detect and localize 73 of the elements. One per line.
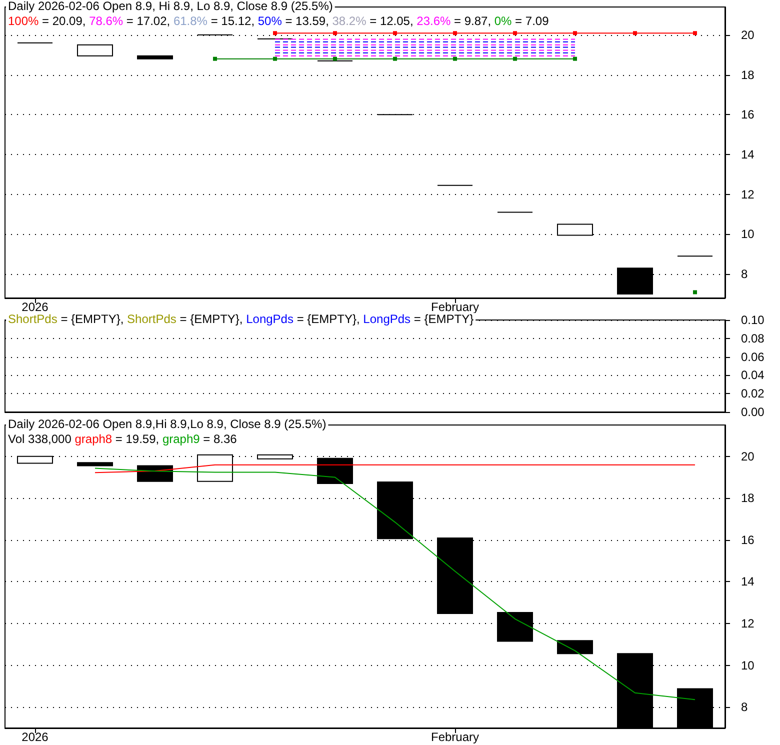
point bbox=[513, 56, 517, 61]
y-tick-label: 20 bbox=[741, 28, 755, 42]
y-tick-label: 0.10 bbox=[741, 313, 765, 327]
y-tick-label: 16 bbox=[741, 532, 755, 547]
annotation: = 8.36 bbox=[200, 432, 238, 446]
chart-title: Daily 2026-02-06 Open 8.9,Hi 8.9,Lo 8.9, Close 8.9 (25.5%) bbox=[8, 417, 326, 431]
candlestick bbox=[77, 44, 113, 56]
point bbox=[333, 31, 337, 36]
y-tick-label: 14 bbox=[741, 147, 755, 162]
annotation: 50% bbox=[258, 14, 282, 28]
chart-title: Daily 2026-02-06 Open 8.9, Hi 8.9, Lo 8.9, Close 8.9 (25.5%) bbox=[8, 0, 333, 13]
annotation: = 7.09 bbox=[512, 14, 550, 28]
point bbox=[693, 290, 697, 294]
annotation: = 19.59, bbox=[112, 432, 162, 446]
annotation: = 17.02, bbox=[123, 14, 174, 28]
y-tick-label: 18 bbox=[741, 491, 755, 506]
annotation: 78.6% bbox=[89, 14, 124, 28]
y-tick-label: 20 bbox=[741, 449, 755, 464]
point bbox=[213, 56, 217, 61]
annotation: 61.8% bbox=[173, 14, 208, 28]
legend-label: ShortPds bbox=[127, 312, 176, 326]
x-tick-label: 2026 bbox=[22, 730, 49, 744]
annotation: 23.6% bbox=[416, 14, 452, 28]
text: graph8 bbox=[74, 432, 112, 446]
y-tick-label: 18 bbox=[741, 68, 755, 82]
annotation: = 9.87, bbox=[450, 14, 494, 28]
point bbox=[573, 31, 577, 36]
point bbox=[453, 31, 457, 36]
legend-label: LongPds bbox=[246, 312, 294, 326]
annotation: = 13.59, bbox=[282, 14, 332, 28]
point bbox=[333, 56, 337, 61]
x-tick-label: 2026 bbox=[22, 300, 49, 314]
annotation: = {EMPTY}, bbox=[57, 312, 128, 326]
y-tick-label: 12 bbox=[741, 616, 755, 631]
point bbox=[273, 56, 277, 61]
y-tick-label: 0.06 bbox=[741, 350, 765, 364]
candlestick bbox=[77, 462, 113, 466]
y-tick-label: 16 bbox=[741, 108, 755, 122]
y-tick-label: 0.04 bbox=[741, 368, 765, 382]
text: Vol 338,000 bbox=[8, 432, 75, 446]
y-tick-label: 8 bbox=[741, 267, 748, 282]
text: graph9 bbox=[162, 432, 200, 446]
annotation: = {EMPTY} bbox=[410, 312, 474, 326]
legend-label: ShortPds bbox=[8, 312, 58, 326]
annotation: 100% bbox=[8, 14, 40, 28]
legend-label: LongPds bbox=[363, 312, 411, 326]
point bbox=[273, 31, 277, 36]
annotation: = {EMPTY}, bbox=[176, 312, 246, 326]
y-tick-label: 10 bbox=[741, 658, 755, 672]
annotation: = 15.12, bbox=[207, 14, 258, 28]
point bbox=[573, 56, 577, 61]
candlestick bbox=[137, 55, 173, 60]
annotation: = 12.05, bbox=[366, 14, 417, 28]
y-tick-label: 8 bbox=[741, 700, 748, 714]
candlestick bbox=[557, 640, 593, 654]
annotation: 38.2% bbox=[332, 14, 367, 28]
point bbox=[393, 31, 397, 36]
y-tick-label: 0.00 bbox=[741, 405, 765, 419]
y-tick-label: 14 bbox=[741, 574, 755, 589]
y-tick-label: 0.02 bbox=[741, 386, 765, 401]
annotation: = 20.09, bbox=[38, 14, 90, 28]
point bbox=[513, 31, 517, 36]
x-tick-label: February bbox=[430, 730, 480, 744]
line-series bbox=[94, 468, 696, 700]
annotation: 0% bbox=[494, 14, 512, 28]
point bbox=[453, 56, 457, 61]
point bbox=[633, 31, 637, 36]
point bbox=[393, 56, 397, 61]
annotation: = {EMPTY}, bbox=[293, 312, 364, 326]
y-tick-label: 12 bbox=[741, 187, 755, 202]
y-tick-label: 0.08 bbox=[741, 331, 765, 346]
y-tick-label: 10 bbox=[741, 227, 755, 242]
point bbox=[693, 31, 697, 36]
